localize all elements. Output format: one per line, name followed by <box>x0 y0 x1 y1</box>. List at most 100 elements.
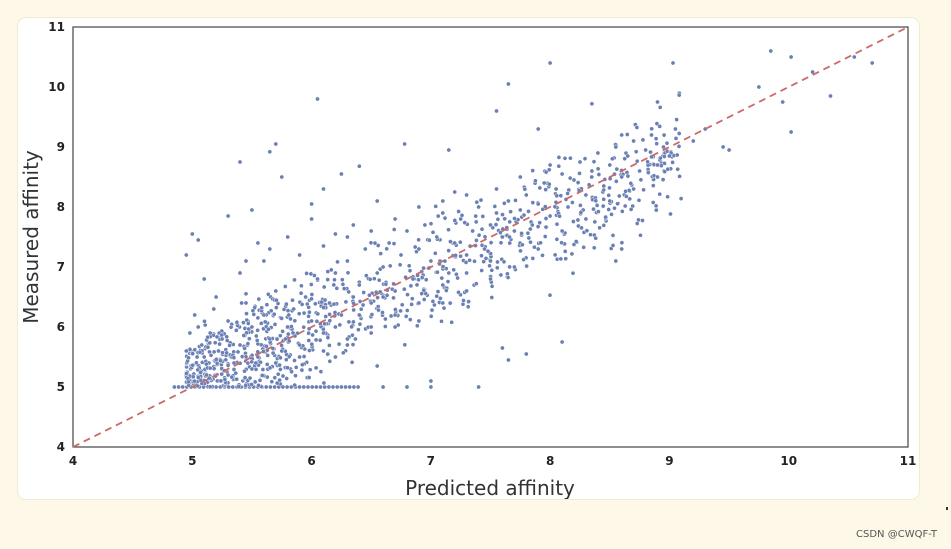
data-point <box>506 198 511 204</box>
data-point <box>440 264 446 269</box>
data-point <box>255 315 261 321</box>
data-point <box>577 159 583 165</box>
data-point <box>355 384 361 390</box>
x-tick-labels: 4 5 6 7 8 9 10 11 <box>69 454 917 468</box>
data-point <box>194 354 200 360</box>
data-point <box>187 330 193 336</box>
data-point <box>636 197 642 203</box>
data-point <box>559 171 565 177</box>
data-point <box>678 196 684 201</box>
data-point <box>272 384 277 390</box>
data-point <box>665 194 670 200</box>
data-point <box>265 291 271 297</box>
data-point <box>589 101 595 107</box>
data-point <box>374 270 380 276</box>
data-point <box>346 289 352 295</box>
data-point <box>172 384 177 390</box>
data-point <box>321 348 326 354</box>
data-point <box>237 342 243 348</box>
data-point <box>512 228 517 234</box>
data-point <box>482 234 488 240</box>
data-point <box>261 258 267 264</box>
y-tick-label: 8 <box>57 200 65 214</box>
data-point <box>575 217 581 223</box>
data-point <box>231 367 237 372</box>
data-point <box>264 302 270 308</box>
data-point <box>483 256 489 261</box>
data-point <box>299 367 305 373</box>
data-point <box>335 259 340 265</box>
data-point <box>290 330 296 336</box>
data-point <box>556 163 562 169</box>
data-point <box>399 302 405 308</box>
data-point <box>279 348 285 354</box>
data-point <box>309 201 314 207</box>
data-point <box>299 283 304 289</box>
data-point <box>297 342 302 348</box>
data-point <box>421 287 427 293</box>
data-point <box>322 297 328 303</box>
data-point <box>392 312 398 318</box>
data-point <box>547 60 553 66</box>
data-point <box>619 240 625 246</box>
data-point <box>279 316 284 321</box>
data-point <box>307 348 312 353</box>
data-point <box>391 241 397 246</box>
data-point <box>391 227 397 232</box>
data-point <box>470 228 475 234</box>
data-point <box>280 373 286 379</box>
data-point <box>653 203 659 209</box>
data-point <box>643 147 648 153</box>
data-point <box>249 207 255 213</box>
data-point <box>452 189 458 195</box>
y-tick-label: 4 <box>57 440 65 454</box>
data-point <box>339 384 344 390</box>
data-point <box>538 240 543 246</box>
data-point <box>405 292 410 297</box>
data-point <box>649 132 654 138</box>
data-point <box>498 230 503 235</box>
data-point <box>495 259 500 265</box>
data-point <box>619 132 625 138</box>
data-point <box>304 271 309 276</box>
data-point <box>422 222 428 228</box>
data-point <box>479 268 485 273</box>
data-point <box>720 144 726 150</box>
data-point <box>225 372 231 378</box>
data-point <box>601 187 607 193</box>
data-point <box>249 359 255 365</box>
data-point <box>183 348 189 354</box>
data-point <box>428 221 434 227</box>
data-point <box>653 207 659 213</box>
data-point <box>660 177 666 182</box>
data-point <box>241 333 247 338</box>
data-point <box>351 307 357 313</box>
data-point <box>285 324 291 330</box>
data-point <box>207 384 213 390</box>
data-point <box>645 170 651 175</box>
data-point <box>487 263 492 269</box>
data-point <box>305 384 311 390</box>
data-point <box>788 54 794 60</box>
data-point <box>479 253 484 259</box>
data-point <box>567 175 573 181</box>
data-point <box>600 203 606 209</box>
data-point <box>262 319 268 325</box>
data-point <box>609 212 614 217</box>
data-point <box>264 362 270 367</box>
data-point <box>521 257 526 262</box>
x-tick-label: 9 <box>665 454 673 468</box>
data-point <box>416 237 421 243</box>
data-point <box>312 301 318 307</box>
data-point <box>547 162 553 168</box>
data-point <box>340 281 346 287</box>
data-point <box>284 384 290 390</box>
data-point <box>494 186 499 192</box>
data-point <box>448 239 453 244</box>
data-point <box>327 318 333 324</box>
data-point <box>313 328 319 334</box>
data-point <box>569 251 575 257</box>
data-point <box>473 219 479 225</box>
data-point <box>559 240 564 246</box>
data-point <box>619 174 625 180</box>
